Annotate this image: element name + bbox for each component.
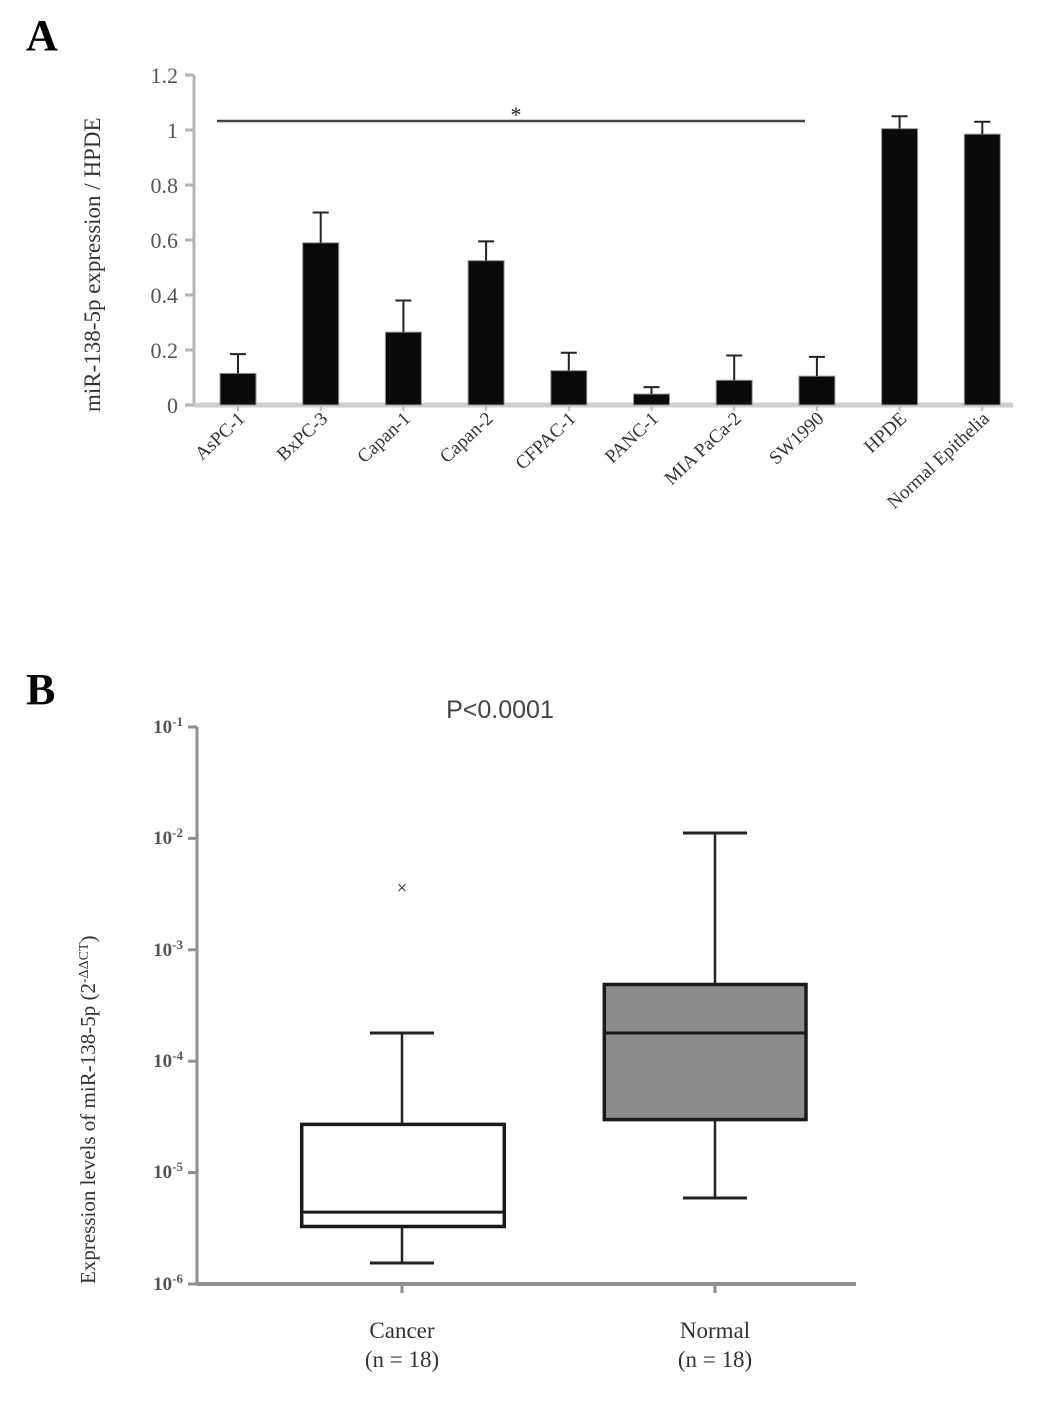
svg-text:AsPC-1: AsPC-1 [191, 408, 249, 464]
svg-text:0.4: 0.4 [151, 283, 179, 308]
svg-text:10-5: 10-5 [153, 1159, 183, 1184]
svg-text:10-3: 10-3 [153, 937, 183, 962]
svg-text:PANC-1: PANC-1 [601, 408, 663, 468]
svg-text:Expression levels of miR-138-5: Expression levels of miR-138-5p (2-ΔΔCT) [76, 935, 100, 1284]
svg-text:Capan-2: Capan-2 [436, 408, 497, 467]
svg-text:10-6: 10-6 [153, 1271, 183, 1296]
svg-text:10-2: 10-2 [153, 825, 183, 850]
svg-text:(n = 18): (n = 18) [678, 1347, 752, 1372]
svg-text:1.2: 1.2 [151, 63, 179, 88]
svg-text:1: 1 [167, 118, 178, 143]
svg-text:SW1990: SW1990 [765, 408, 828, 469]
svg-text:0.2: 0.2 [151, 338, 179, 363]
svg-text:*: * [511, 102, 522, 127]
svg-text:P<0.0001: P<0.0001 [446, 696, 554, 724]
svg-text:(n = 18): (n = 18) [365, 1347, 439, 1372]
svg-text:×: × [397, 878, 408, 899]
svg-text:HPDE: HPDE [860, 408, 911, 457]
svg-text:10-4: 10-4 [153, 1048, 183, 1073]
svg-text:Capan-1: Capan-1 [353, 408, 414, 467]
svg-text:BxPC-3: BxPC-3 [273, 408, 332, 465]
svg-text:Normal: Normal [680, 1318, 750, 1343]
svg-text:0: 0 [167, 393, 178, 418]
svg-text:0.8: 0.8 [151, 173, 179, 198]
svg-text:CFPAC-1: CFPAC-1 [512, 408, 581, 474]
svg-text:0.6: 0.6 [151, 228, 179, 253]
svg-text:miR-138-5p expression / HPDE: miR-138-5p expression / HPDE [80, 117, 105, 412]
svg-text:Cancer: Cancer [369, 1318, 434, 1343]
svg-text:MIA PaCa-2: MIA PaCa-2 [661, 408, 746, 489]
svg-text:10-1: 10-1 [153, 714, 183, 739]
